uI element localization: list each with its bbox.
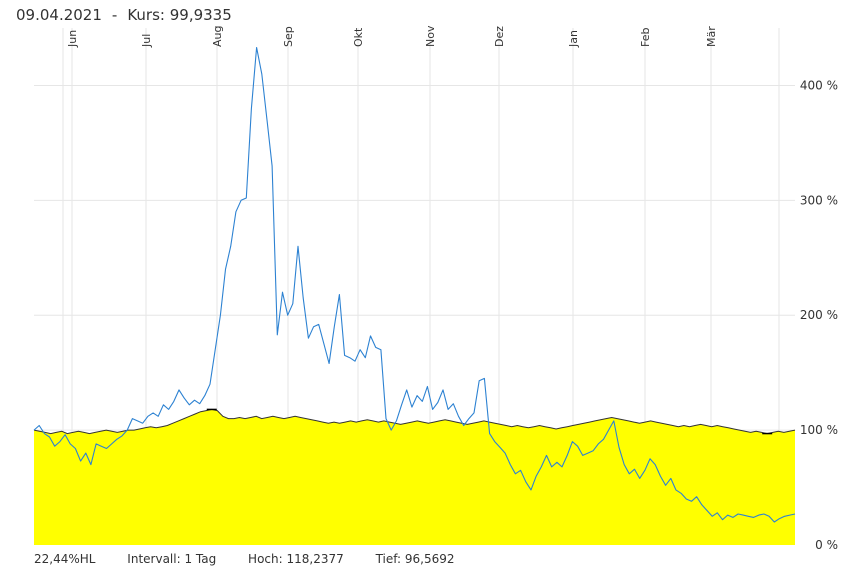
month-tick-label: Feb <box>639 28 652 47</box>
month-tick-label: Aug <box>211 26 224 47</box>
month-tick-label: Nov <box>424 25 437 47</box>
header-separator: - <box>111 6 118 24</box>
month-tick-label: Jul <box>140 34 153 48</box>
month-tick-label: Sep <box>282 26 295 47</box>
chart-footer: 22,44%HL Intervall: 1 Tag Hoch: 118,2377… <box>34 552 483 566</box>
footer-interval: Intervall: 1 Tag <box>127 552 217 566</box>
area-series-line <box>33 408 796 435</box>
footer-low: Tief: 96,5692 <box>375 552 455 566</box>
area-layer <box>33 408 796 545</box>
month-tick-label: Jun <box>66 30 79 48</box>
footer-high: Hoch: 118,2377 <box>248 552 344 566</box>
y-tick-label: 0 % <box>815 538 838 552</box>
footer-hl: 22,44%HL <box>34 552 96 566</box>
area-series-fill <box>34 409 795 545</box>
y-tick-label: 300 % <box>800 193 838 207</box>
month-tick-label: Dez <box>493 26 506 47</box>
y-tick-label: 200 % <box>800 308 838 322</box>
month-labels: Jun Jul Aug Sep Okt Nov Dez Jan Feb Mär <box>66 25 718 48</box>
y-tick-label: 100 % <box>800 423 838 437</box>
line-series <box>33 46 796 523</box>
chart-header: 09.04.2021- Kurs: 99,9335 <box>16 6 232 24</box>
header-kurs-value: 99,9335 <box>169 6 232 24</box>
header-date: 09.04.2021 <box>16 6 102 24</box>
month-tick-label: Mär <box>705 26 718 47</box>
month-tick-label: Jan <box>567 30 580 48</box>
y-tick-label: 400 % <box>800 78 838 92</box>
month-tick-label: Okt <box>352 27 365 47</box>
y-axis-labels: 0 % 100 % 200 % 300 % 400 % <box>800 78 838 552</box>
line-layer <box>33 46 796 523</box>
header-kurs-label: Kurs: <box>127 6 165 24</box>
